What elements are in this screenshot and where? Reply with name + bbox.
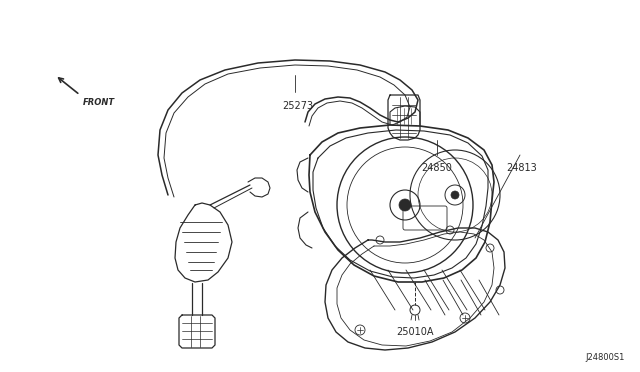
Text: J24800S1: J24800S1 [586,353,625,362]
Text: FRONT: FRONT [83,98,115,107]
Text: 25273: 25273 [282,101,314,111]
Circle shape [451,191,459,199]
Text: 25010A: 25010A [396,327,434,337]
Text: 24850: 24850 [422,163,452,173]
Circle shape [399,199,411,211]
Text: 24813: 24813 [507,163,538,173]
